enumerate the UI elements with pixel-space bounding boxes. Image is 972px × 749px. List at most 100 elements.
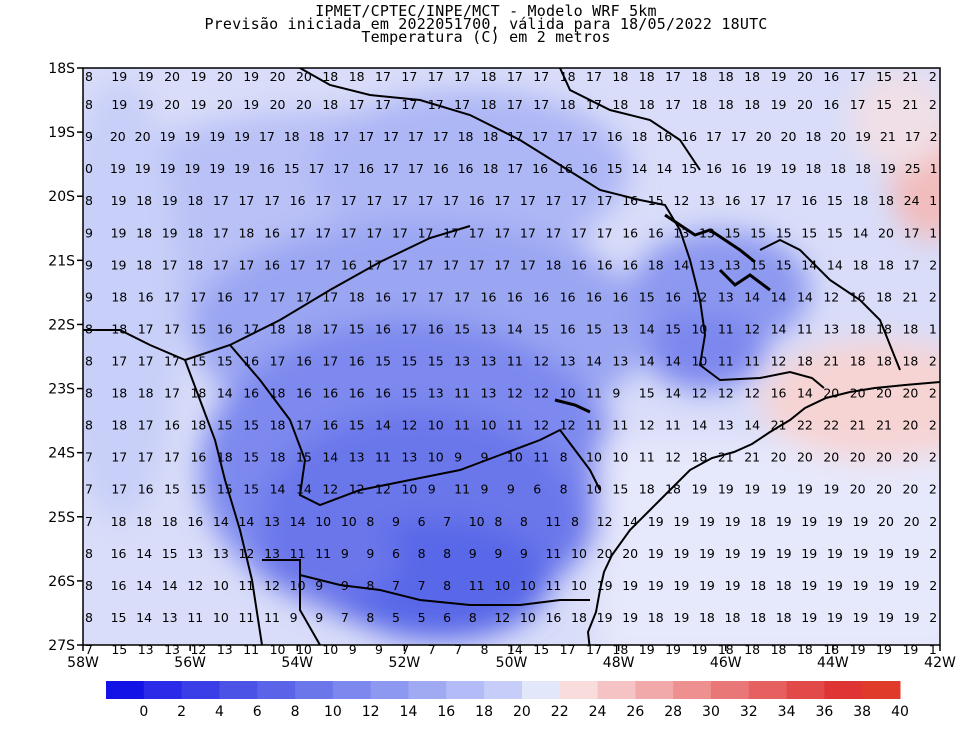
- temperature-value: 12: [718, 386, 734, 401]
- colorbar-swatch: [673, 681, 712, 699]
- temperature-value: 16: [428, 321, 444, 336]
- temperature-value: 10: [691, 321, 707, 336]
- temperature-value: 19: [699, 514, 715, 529]
- temperature-value: 17: [366, 193, 382, 208]
- temperature-value: 11: [665, 418, 681, 433]
- temperature-value: 19: [776, 546, 792, 561]
- temperature-value: 17: [443, 193, 459, 208]
- temperature-value: 18: [238, 225, 254, 240]
- temperature-value: 18: [876, 321, 892, 336]
- temperature-value: 16: [612, 289, 628, 304]
- temperature-value: 10: [691, 354, 707, 369]
- temperature-value: 22: [797, 418, 813, 433]
- temperature-value: 18: [750, 610, 766, 625]
- lat-label: 19S: [48, 125, 75, 141]
- temperature-value: 19: [111, 257, 127, 272]
- temperature-value: 18: [699, 610, 715, 625]
- temperature-value: 18: [744, 97, 760, 112]
- temperature-value: 9: [375, 642, 383, 657]
- temperature-value: 19: [823, 482, 839, 497]
- temperature-value: 19: [771, 69, 787, 84]
- border-pr-sc: [299, 574, 590, 606]
- temperature-value: 17: [454, 69, 470, 84]
- temperature-value: 17: [904, 225, 920, 240]
- temperature-value: 18: [639, 482, 655, 497]
- temperature-value: 17: [138, 450, 154, 465]
- lat-label: 20S: [48, 189, 75, 205]
- temperature-value: 18: [482, 129, 498, 144]
- temperature-value: 7: [428, 642, 436, 657]
- temperature-value: 8: [571, 514, 579, 529]
- temperature-value: 14: [238, 514, 254, 529]
- temperature-value: 19: [162, 225, 178, 240]
- temperature-value: 11: [454, 482, 470, 497]
- temperature-value: 12: [560, 418, 576, 433]
- temperature-value: 17: [401, 69, 417, 84]
- temperature-value: 19: [827, 610, 843, 625]
- temperature-value: 15: [639, 386, 655, 401]
- colorbar-swatch: [521, 681, 561, 699]
- temperature-value: 2: [929, 514, 937, 529]
- temperature-value: 11: [507, 418, 523, 433]
- temperature-value: 7: [401, 642, 409, 657]
- temperature-value: 18: [190, 418, 206, 433]
- colorbar-label: 28: [664, 704, 682, 720]
- title-line-1: IPMET/CPTEC/INPE/MCT - Modelo WRF 5km: [315, 2, 657, 20]
- temperature-value: 12: [507, 386, 523, 401]
- temperature-value: 11: [545, 546, 561, 561]
- colorbar-label: 24: [589, 704, 607, 720]
- temperature-value: 19: [138, 69, 154, 84]
- temperature-value: 7: [85, 450, 93, 465]
- temperature-value: 18: [111, 386, 127, 401]
- temperature-value: 16: [622, 193, 638, 208]
- temperature-value: 18: [560, 97, 576, 112]
- temperature-value: 16: [469, 193, 485, 208]
- temperature-value: 2: [929, 546, 937, 561]
- temperature-value: 8: [85, 546, 93, 561]
- temperature-value: 20: [902, 386, 918, 401]
- temperature-value: 18: [322, 97, 338, 112]
- temperature-value: 13: [401, 450, 417, 465]
- temperature-value: 19: [597, 578, 613, 593]
- temperature-value: 17: [494, 257, 510, 272]
- temperature-value: 16: [532, 161, 548, 176]
- temperature-value: 16: [622, 257, 638, 272]
- temperature-value: 9: [507, 482, 515, 497]
- temperature-value: 17: [520, 193, 536, 208]
- colorbar-swatch: [143, 681, 183, 699]
- temperature-value: 17: [545, 193, 561, 208]
- temperature-value: 17: [333, 129, 349, 144]
- temperature-value: 11: [238, 578, 254, 593]
- temperature-value: 14: [213, 514, 229, 529]
- colorbar-label: 12: [362, 704, 380, 720]
- temperature-value: 17: [375, 97, 391, 112]
- temperature-value: 7: [454, 642, 462, 657]
- border-mg-sp: [299, 68, 825, 389]
- temperature-value: 15: [876, 69, 892, 84]
- temperature-value: 16: [850, 289, 866, 304]
- temperature-value: 16: [111, 546, 127, 561]
- temperature-value: 17: [520, 257, 536, 272]
- temperature-value: 14: [801, 257, 817, 272]
- temperature-value: 16: [731, 161, 747, 176]
- temperature-value: 18: [776, 578, 792, 593]
- temperature-value: 10: [341, 514, 357, 529]
- title-line-2: Previsão iniciada em 2022051700, válida …: [204, 15, 768, 33]
- colorbar-swatch: [635, 681, 674, 699]
- temperature-value: 12: [673, 193, 689, 208]
- colorbar-label: 22: [551, 704, 569, 720]
- temperature-value: 11: [586, 418, 602, 433]
- lon-label: 44W: [817, 655, 849, 671]
- temperature-value: 12: [264, 578, 280, 593]
- temperature-value: 16: [507, 289, 523, 304]
- temperature-value: 16: [138, 482, 154, 497]
- colorbar-label: 6: [253, 704, 262, 720]
- temperature-value: 20: [876, 386, 892, 401]
- temperature-value: 16: [190, 450, 206, 465]
- temperature-value: 13: [699, 193, 715, 208]
- temperature-value: 18: [691, 69, 707, 84]
- lon-label: 58W: [67, 655, 99, 671]
- temperature-value: 16: [560, 321, 576, 336]
- temperature-value: 20: [135, 129, 151, 144]
- temperature-value: 19: [691, 482, 707, 497]
